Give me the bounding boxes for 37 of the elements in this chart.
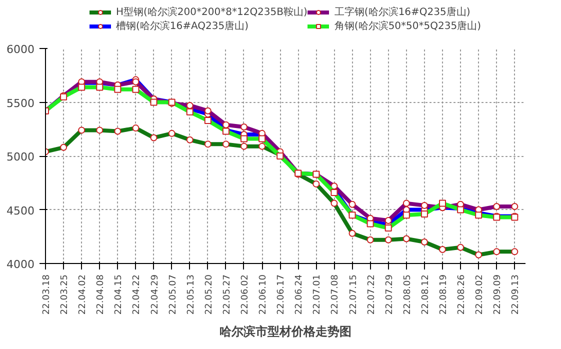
x-tick-label: 22.03.18 [42,274,52,315]
x-tick-label: 22.07.08 [330,274,341,315]
x-tick-label: 22.06.02 [240,274,250,315]
x-tick-label: 22.04.22 [132,274,142,315]
x-tick-label: 22.07.22 [366,274,377,315]
y-tick-label: 5000 [6,150,35,164]
x-tick-label: 22.08.26 [457,274,468,315]
text: 哈尔滨市型材价格走势图 [220,324,352,338]
x-tick-label: 22.07.01 [312,274,323,315]
y-tick-label: 5500 [6,96,35,110]
x-tick-label: 22.09.09 [493,274,504,315]
legend-label: 槽钢(哈尔滨16#AQ235唐山) [116,20,249,33]
x-tick-label: 22.07.29 [384,274,395,315]
x-tick-label: 22.04.02 [78,274,88,315]
x-tick-label: 22.05.13 [186,274,196,315]
x-tick-label: 22.07.15 [348,274,359,315]
x-tick-label: 22.05.20 [204,274,214,315]
x-tick-label: 22.08.12 [420,274,431,315]
y-tick-label: 6000 [6,43,35,56]
x-tick-label: 22.04.08 [96,274,106,315]
x-tick-label: 22.08.19 [438,274,449,315]
legend-label: 工字钢(哈尔滨16#Q235唐山) [334,6,470,19]
x-tick-label: 22.04.15 [114,274,124,315]
y-tick-label: 4000 [6,258,35,271]
x-tick-label: 22.06.10 [258,274,269,315]
x-tick-label: 22.05.07 [168,274,178,315]
legend-label: 角钢(哈尔滨50*50*5Q235唐山) [334,20,481,33]
x-tick-label: 22.09.13 [511,274,522,315]
legend-label: H型钢(哈尔滨200*200*8*12Q235B鞍山) [116,6,308,19]
x-tick-label: 22.06.17 [276,274,287,315]
x-tick-label: 22.05.27 [222,274,232,315]
x-tick-label: 22.08.05 [402,274,413,315]
y-tick-label: 4500 [6,204,35,218]
x-tick-label: 22.06.24 [294,274,305,315]
x-tick-label: 22.04.29 [150,274,160,315]
x-tick-label: 22.09.02 [475,274,486,315]
x-tick-label: 22.03.25 [60,274,70,315]
